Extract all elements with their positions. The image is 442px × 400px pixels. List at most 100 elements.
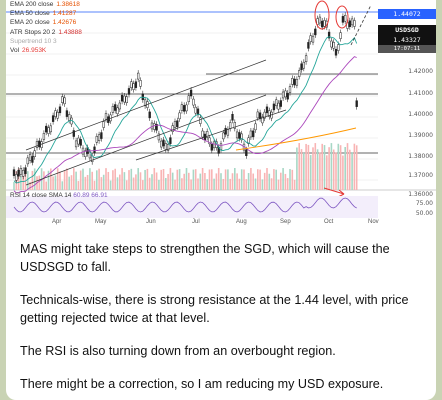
volume-bar	[261, 179, 264, 190]
volume-bar	[63, 170, 66, 190]
candle-body	[155, 123, 158, 131]
candle-body	[176, 120, 179, 127]
candle-body	[284, 90, 287, 98]
message-paragraph: MAS might take steps to strengthen the S…	[20, 242, 390, 274]
candle-body	[180, 104, 184, 111]
volume-bar	[227, 169, 229, 190]
candle-body	[102, 121, 105, 128]
volume-bar	[183, 173, 185, 190]
volume-bar	[70, 175, 73, 190]
month-label: Jul	[192, 219, 200, 225]
rsi-band	[6, 196, 378, 218]
month-label: Sep	[280, 219, 291, 225]
rsi-legend: RSI 14 close SMA 14 60.89 66.91	[10, 192, 108, 199]
candle-body	[143, 99, 147, 107]
candle-body	[298, 70, 301, 77]
volume-bar	[339, 145, 342, 190]
candle-body	[148, 111, 151, 119]
chart-image[interactable]: EMA 200 close 1.38618 EMA 50 close 1.41287…	[6, 0, 436, 234]
volume-bar	[307, 144, 310, 190]
volume-bar	[245, 179, 248, 190]
rejection-circle	[335, 5, 349, 29]
volume-bar	[277, 179, 280, 190]
price-chart	[6, 0, 436, 218]
legend-supertrend: Supertrend 10 3	[10, 37, 57, 45]
channel-line	[25, 59, 267, 151]
candle-body	[279, 100, 282, 107]
candle-body	[192, 98, 195, 106]
axis-label: 1.37000	[408, 172, 433, 179]
candle-body	[22, 170, 25, 177]
candle-body	[302, 61, 305, 69]
candle-body	[100, 132, 103, 139]
volume-bar	[194, 169, 197, 190]
candle-body	[139, 80, 142, 87]
volume-bar	[211, 169, 213, 190]
candle-body	[348, 20, 351, 27]
candle-body	[31, 156, 34, 163]
volume-bar	[323, 145, 326, 190]
volume-bar	[100, 177, 103, 190]
volume-bar	[238, 178, 241, 190]
candle-body	[84, 150, 87, 158]
volume-bar	[201, 168, 204, 190]
candle-body	[199, 117, 202, 124]
message-bubble: EMA 200 close 1.38618 EMA 50 close 1.41287…	[6, 0, 436, 400]
candle-body	[235, 131, 239, 139]
candle-body	[58, 106, 62, 114]
candle-body	[288, 86, 292, 93]
candle-body	[19, 168, 23, 175]
month-label: Apr	[52, 219, 62, 225]
volume-bar	[167, 173, 169, 190]
volume-bar	[291, 169, 294, 190]
volume-bar	[349, 149, 351, 190]
candle-body	[233, 122, 236, 129]
legend-atr: ATR Stops 20 2 1.43888	[10, 28, 82, 36]
axis-label: 1.41000	[408, 90, 433, 97]
volume-bar	[330, 143, 333, 190]
volume-bar	[344, 147, 346, 190]
candle-body	[210, 144, 213, 151]
candle-body	[137, 72, 140, 80]
message-paragraph: Technicals-wise, there is strong resista…	[20, 293, 409, 325]
candle-body	[45, 125, 48, 133]
volume-bar	[275, 169, 277, 190]
volume-bar	[247, 173, 250, 190]
volume-bar	[316, 149, 319, 190]
volume-bar	[206, 179, 208, 190]
volume-bar	[139, 172, 142, 190]
volume-bar	[54, 175, 57, 190]
candle-body	[337, 44, 340, 51]
volume-bar	[73, 168, 75, 190]
volume-bar	[102, 174, 105, 190]
rsi-panel	[6, 196, 378, 218]
candle-body	[281, 91, 285, 99]
candle-body	[132, 83, 135, 90]
ema200-line	[235, 127, 357, 151]
volume-bar	[332, 149, 335, 190]
candle-body	[256, 111, 259, 119]
volume-bar	[52, 176, 54, 190]
volume-bar	[98, 168, 100, 190]
volume-bar	[303, 152, 305, 190]
axis-label: 1.36000	[408, 191, 433, 198]
volume-bar	[268, 173, 271, 190]
volume-bar	[86, 174, 89, 190]
volume-bar	[128, 170, 130, 190]
volume-bar	[91, 171, 93, 190]
volume-bar	[296, 147, 298, 190]
candle-body	[206, 131, 209, 138]
month-label: May	[95, 219, 107, 225]
candle-body	[120, 94, 124, 102]
candle-body	[63, 97, 66, 105]
volume-bar	[24, 168, 27, 190]
candle-body	[226, 128, 230, 136]
volume-bar	[144, 169, 146, 190]
channel-line	[25, 94, 267, 186]
volume-bar	[204, 172, 206, 190]
candle-body	[173, 121, 177, 128]
candle-body	[318, 16, 322, 24]
candle-body	[74, 140, 78, 148]
volume-bar	[176, 169, 179, 190]
volume-bar	[114, 168, 116, 190]
